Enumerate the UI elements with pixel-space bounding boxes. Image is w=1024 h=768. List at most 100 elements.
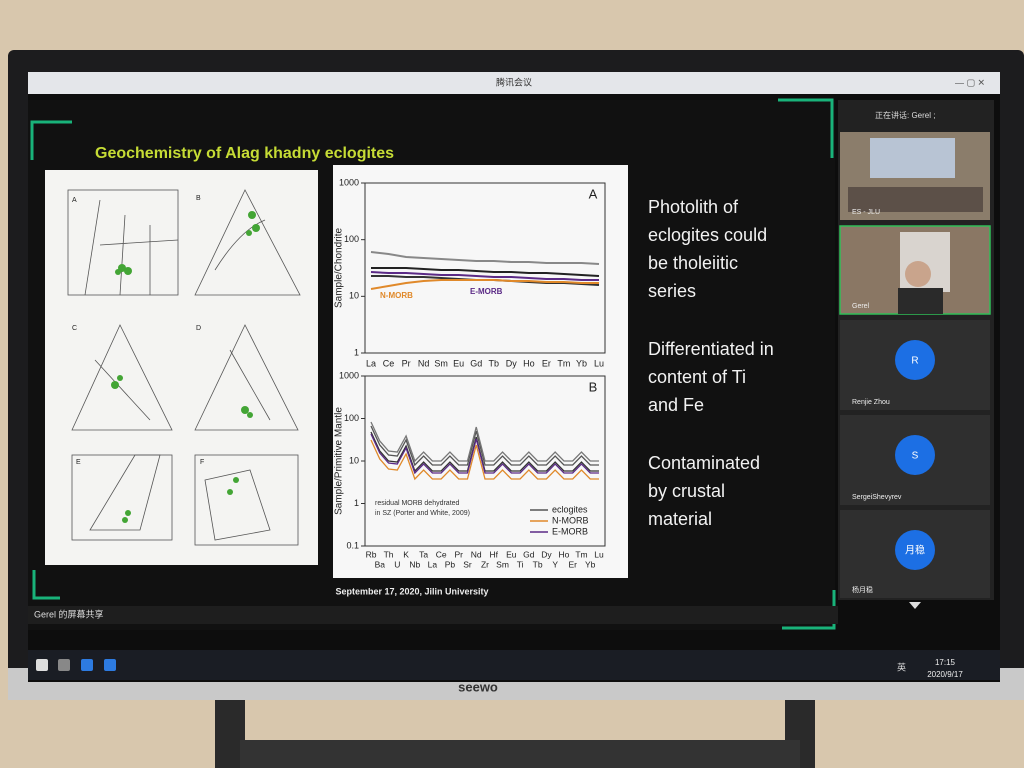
participant-name: 杨月稳 (852, 585, 873, 594)
slide-point: Differentiated in (648, 339, 774, 359)
x-tick-label: Dy (541, 549, 552, 559)
x-tick-label: Y (552, 559, 558, 569)
stand-bar (240, 740, 800, 768)
slide-point: Photolith of (648, 197, 739, 217)
x-tick-label: Hf (490, 549, 499, 559)
x-tick-label: Pr (402, 358, 411, 368)
x-tick-label: Th (384, 549, 394, 559)
x-tick-label: Sm (496, 559, 509, 569)
x-tick-label: Ce (436, 549, 447, 559)
speaking-indicator: 正在讲话: Gerel ; (875, 110, 935, 120)
slide-title: Geochemistry of Alag khadny eclogites (95, 145, 394, 162)
share-indicator: Gerel 的屏幕共享 (34, 608, 104, 619)
x-tick-label: Eu (453, 358, 464, 368)
x-tick-label: Ce (383, 358, 395, 368)
x-tick-label: Lu (594, 549, 604, 559)
panel-letter: F (200, 459, 204, 466)
participant-tile: Gerel (839, 225, 991, 315)
x-tick-label: Ta (419, 549, 428, 559)
avatar-text: S (912, 451, 919, 462)
x-tick-label: Yb (585, 559, 596, 569)
x-tick-label: Eu (506, 549, 517, 559)
x-tick-label: La (428, 559, 438, 569)
avatar (895, 340, 935, 380)
decor-line (370, 279, 599, 290)
slide-point: series (648, 281, 696, 301)
video-person (898, 288, 943, 314)
clock-date: 2020/9/17 (927, 670, 963, 679)
chart-note: residual MORB dehydrated (375, 500, 460, 507)
slide-point: be tholeiitic (648, 253, 738, 273)
plot-frame (364, 182, 606, 354)
y-tick-label: 100 (344, 413, 359, 423)
panel-letter: E (76, 459, 81, 466)
corner-accent (782, 590, 836, 630)
x-tick-label: Pb (445, 559, 456, 569)
slide-point: and Fe (648, 395, 704, 415)
window-titlebar (28, 72, 1000, 94)
decor-line (371, 267, 600, 277)
x-tick-label: Tb (533, 559, 543, 569)
y-tick-label: 1000 (339, 177, 359, 187)
y-axis-label: Sample/Primitive Mantle (334, 407, 345, 515)
taskbar-icon (58, 659, 70, 671)
share-bar (28, 606, 838, 624)
ime-indicator: 英 (897, 661, 906, 672)
decor-line (370, 433, 599, 475)
x-tick-label: La (366, 358, 376, 368)
video-table (848, 187, 983, 212)
slide-point: content of Ti (648, 367, 746, 387)
x-tick-label: Sm (434, 358, 448, 368)
x-tick-label: Er (542, 358, 551, 368)
x-tick-label: Pr (454, 549, 463, 559)
y-tick-label: 10 (349, 291, 359, 301)
avatar (895, 530, 935, 570)
slide-point: eclogites could (648, 225, 767, 245)
slide-footer: September 17, 2020, Jilin University (335, 586, 488, 596)
avatar-text: 月稳 (905, 544, 925, 557)
panel-letter: B (196, 195, 201, 202)
y-axis-label: Sample/Chondrite (334, 228, 345, 308)
x-tick-label: Ho (558, 549, 569, 559)
x-tick-label: Ba (375, 559, 386, 569)
taskbar-icon (36, 659, 48, 671)
participant-tile: ES - JLU (840, 132, 990, 220)
x-tick-label: Ho (523, 358, 535, 368)
x-tick-label: Er (568, 559, 577, 569)
panel-letter: C (72, 325, 77, 332)
window-controls: — ▢ ✕ (955, 77, 985, 87)
x-tick-label: Ti (517, 559, 524, 569)
x-tick-label: Rb (366, 549, 377, 559)
legend-label: N-MORB (552, 515, 589, 525)
x-tick-label: Tb (489, 358, 500, 368)
x-tick-label: Lu (594, 358, 604, 368)
corner-accent (30, 120, 72, 160)
panel-letter: D (196, 325, 201, 332)
x-tick-label: Nd (418, 358, 430, 368)
participant-tile: S SergeiShevyrev (840, 415, 990, 505)
decor-line (370, 251, 600, 265)
x-tick-label: U (394, 559, 400, 569)
decor-line (370, 425, 599, 467)
x-tick-label: Gd (470, 358, 482, 368)
participant-name: Renjie Zhou (852, 399, 890, 406)
brand-logo: seewo (458, 679, 498, 694)
x-tick-label: K (403, 549, 409, 559)
participant-name: Gerel (852, 303, 870, 310)
x-tick-label: Yb (576, 358, 587, 368)
scroll-down (909, 602, 921, 609)
x-tick-label: Nb (409, 559, 420, 569)
annotation: N-MORB (380, 291, 413, 300)
decor-line (370, 439, 599, 481)
participant-tile: R Renjie Zhou (840, 320, 990, 410)
video-person (905, 261, 931, 287)
participant-name: ES - JLU (852, 209, 880, 216)
y-tick-label: 0.1 (346, 540, 359, 550)
decor-line (370, 271, 599, 281)
panel-label: A (589, 186, 598, 201)
window-title: 腾讯会议 (496, 76, 532, 87)
diagram-points (111, 211, 260, 523)
